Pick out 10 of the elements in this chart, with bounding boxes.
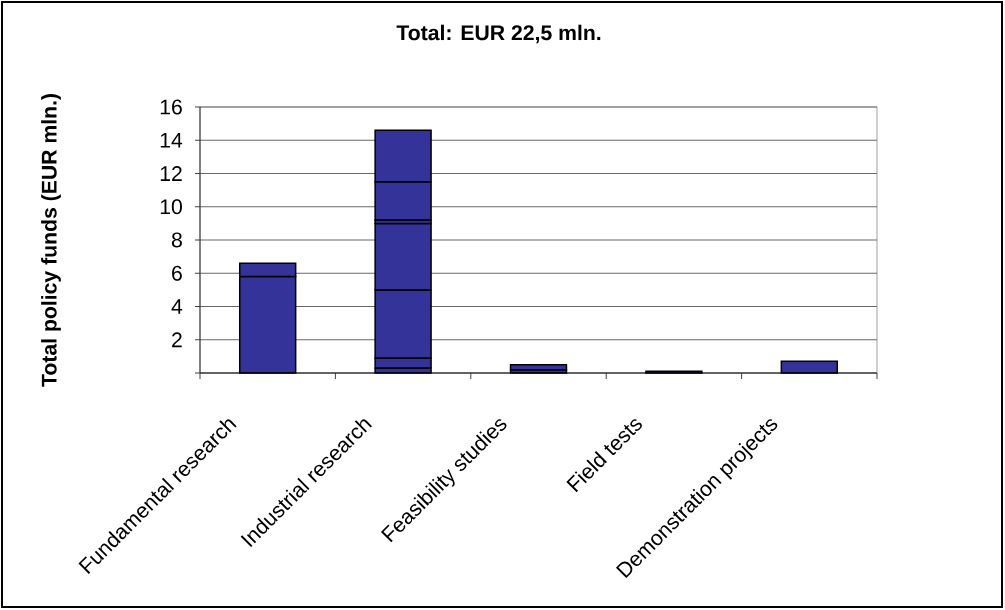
y-axis-title: Total policy funds (EUR mln.) <box>41 94 61 387</box>
chart-title: Total: EUR 22,5 mln. <box>396 24 601 44</box>
y-tick-label: 14 <box>160 132 183 148</box>
y-tick-label: 8 <box>171 232 182 248</box>
y-tick-label: 12 <box>160 166 182 181</box>
y-tick-label: 10 <box>160 199 182 215</box>
y-tick-label: 2 <box>172 332 182 348</box>
y-tick-label: 16 <box>160 99 182 115</box>
y-tick-label: 4 <box>171 299 183 314</box>
y-tick-label: 6 <box>172 265 182 281</box>
